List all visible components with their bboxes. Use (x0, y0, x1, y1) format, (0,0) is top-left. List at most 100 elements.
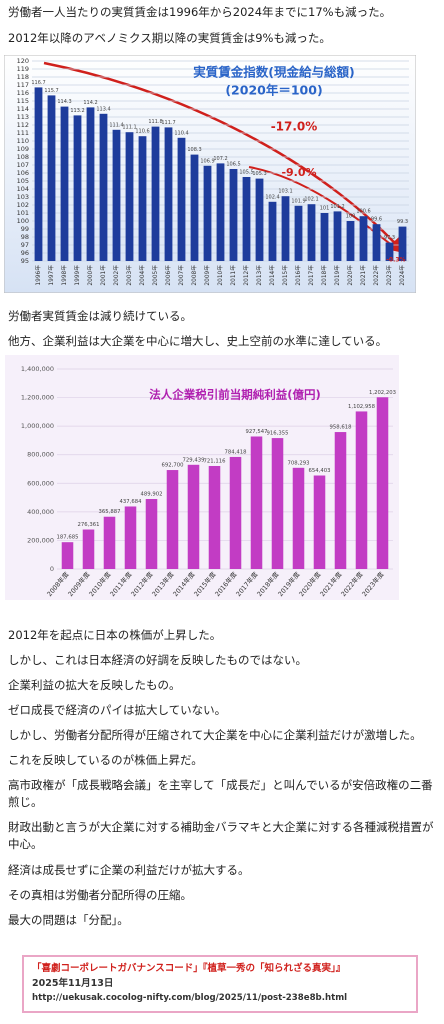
y-tick-label: 111 (17, 129, 29, 137)
y-tick-label: 105 (17, 177, 29, 185)
bar (61, 542, 74, 569)
bar (203, 165, 212, 261)
annotation: -17.0% (271, 120, 318, 134)
x-tick-label: 2021年 (359, 265, 367, 286)
bar (307, 204, 316, 261)
y-tick-label: 114 (17, 105, 29, 113)
x-tick-label: 2024年 (398, 265, 406, 286)
value-label: 114.2 (83, 100, 97, 106)
bar (271, 438, 284, 569)
value-label: 101 (320, 206, 330, 212)
y-tick-label: 115 (17, 97, 29, 105)
bar (166, 470, 179, 569)
value-label: 111.7 (161, 120, 175, 126)
value-label: 99.6 (371, 217, 382, 223)
value-label: 110.6 (135, 129, 149, 135)
y-tick-label: 95 (21, 257, 29, 265)
wage-chart: 9596979899100101102103104105106107108109… (4, 55, 416, 293)
value-label: 111.8 (148, 119, 162, 125)
paragraph: 労働者一人当たりの実質賃金は1996年から2024年までに17%も減った。 (8, 5, 392, 19)
y-tick-label: 112 (17, 121, 29, 129)
y-tick-label: 101 (17, 209, 29, 217)
value-label: 107.2 (213, 156, 227, 162)
x-tick-label: 2023年 (385, 265, 393, 286)
paragraph: ゼロ成長で経済のパイは拡大していない。 (8, 703, 227, 717)
bar (334, 432, 347, 569)
bar (281, 196, 290, 261)
bar (125, 132, 134, 261)
source-url[interactable]: http://uekusak.cocolog-nifty.com/blog/20… (32, 993, 348, 1003)
value-label: 276,361 (78, 522, 100, 528)
paragraph: 2012年を起点に日本の株価が上昇した。 (8, 628, 222, 642)
bar (333, 211, 342, 261)
bar (124, 506, 137, 569)
bar (99, 113, 108, 261)
y-tick-label: 113 (17, 113, 29, 121)
value-label: 958,618 (330, 425, 353, 431)
value-label: 116.7 (31, 80, 45, 86)
value-label: 187,685 (57, 535, 79, 541)
paragraph: 2012年以降のアベノミクス期以降の実質賃金は9%も減った。 (8, 31, 331, 45)
y-tick-label: 106 (17, 169, 29, 177)
value-label: 103.1 (278, 189, 292, 195)
source-date: 2025年11月13日 (32, 978, 114, 989)
x-tick-label: 2019年 (333, 265, 341, 286)
y-tick-label: 1,000,000 (21, 422, 54, 430)
value-label: 106.5 (226, 162, 240, 168)
value-label: 108.3 (187, 147, 201, 153)
value-label: 1,202,203 (369, 390, 396, 396)
value-label: 654,403 (309, 468, 331, 474)
value-label: 784,418 (225, 449, 248, 455)
y-tick-label: 109 (17, 145, 29, 153)
y-tick-label: 110 (17, 137, 29, 145)
x-tick-label: 2016年 (294, 265, 302, 286)
y-tick-label: 1,400,000 (21, 365, 54, 373)
bar (346, 221, 355, 261)
paragraph: 高市政権が「成長戦略会議」を主宰して「成長だ」と叫んでいるが安倍政権の二番煎じ。 (8, 778, 433, 809)
bar (112, 129, 121, 261)
x-tick-label: 2007年 (177, 265, 185, 286)
bar (255, 178, 264, 261)
y-tick-label: 200,000 (27, 536, 54, 544)
bar (82, 529, 95, 569)
y-tick-label: 400,000 (27, 508, 54, 516)
value-label: 111.4 (109, 122, 123, 128)
y-tick-label: 108 (17, 153, 29, 161)
bar (86, 107, 95, 262)
bar (177, 137, 186, 261)
paragraph: 他方、企業利益は大企業を中心に増大し、史上空前の水準に達している。 (8, 334, 388, 348)
value-label: 105.5 (239, 170, 253, 176)
bar (268, 201, 277, 261)
y-tick-label: 116 (17, 89, 29, 97)
bar (320, 213, 329, 261)
x-tick-label: 2006年 (164, 265, 172, 286)
source-box: 「喜劇コーポレートガバナンスコード」『植草一秀の「知られざる真実」』 2025年… (22, 955, 418, 1013)
bar (250, 436, 263, 569)
value-label: 100.6 (356, 209, 370, 215)
value-label: 115.7 (44, 88, 58, 94)
x-tick-label: 1998年 (60, 265, 68, 286)
bar (187, 464, 200, 569)
chart-subtitle: (2020年＝100) (225, 83, 322, 98)
bar (372, 224, 381, 261)
value-label: 102.4 (265, 194, 279, 200)
y-tick-label: 100 (17, 217, 29, 225)
bar (73, 115, 82, 262)
y-tick-label: 800,000 (27, 451, 54, 459)
x-tick-label: 2020年 (346, 265, 354, 286)
annotation: -9.0% (281, 166, 316, 179)
value-label: 101.9 (291, 198, 305, 204)
x-tick-label: 2012年 (242, 265, 250, 286)
y-tick-label: 118 (17, 73, 29, 81)
value-label: 105.3 (252, 171, 266, 177)
y-tick-label: 600,000 (27, 479, 54, 487)
paragraph: 経済は成長せずに企業の利益だけが拡大する。 (8, 863, 250, 877)
value-label: 110.4 (174, 130, 188, 136)
trend-arrow (43, 61, 404, 253)
x-tick-label: 2008年 (190, 265, 198, 286)
paragraph: 財政出動と言うが大企業に対する補助金バラマキと大企業に対する各種減税措置が中心。 (8, 820, 434, 851)
value-label: 97.3 (384, 235, 395, 241)
x-tick-label: 1997年 (47, 265, 55, 286)
bar (208, 465, 221, 569)
bar (164, 127, 173, 262)
